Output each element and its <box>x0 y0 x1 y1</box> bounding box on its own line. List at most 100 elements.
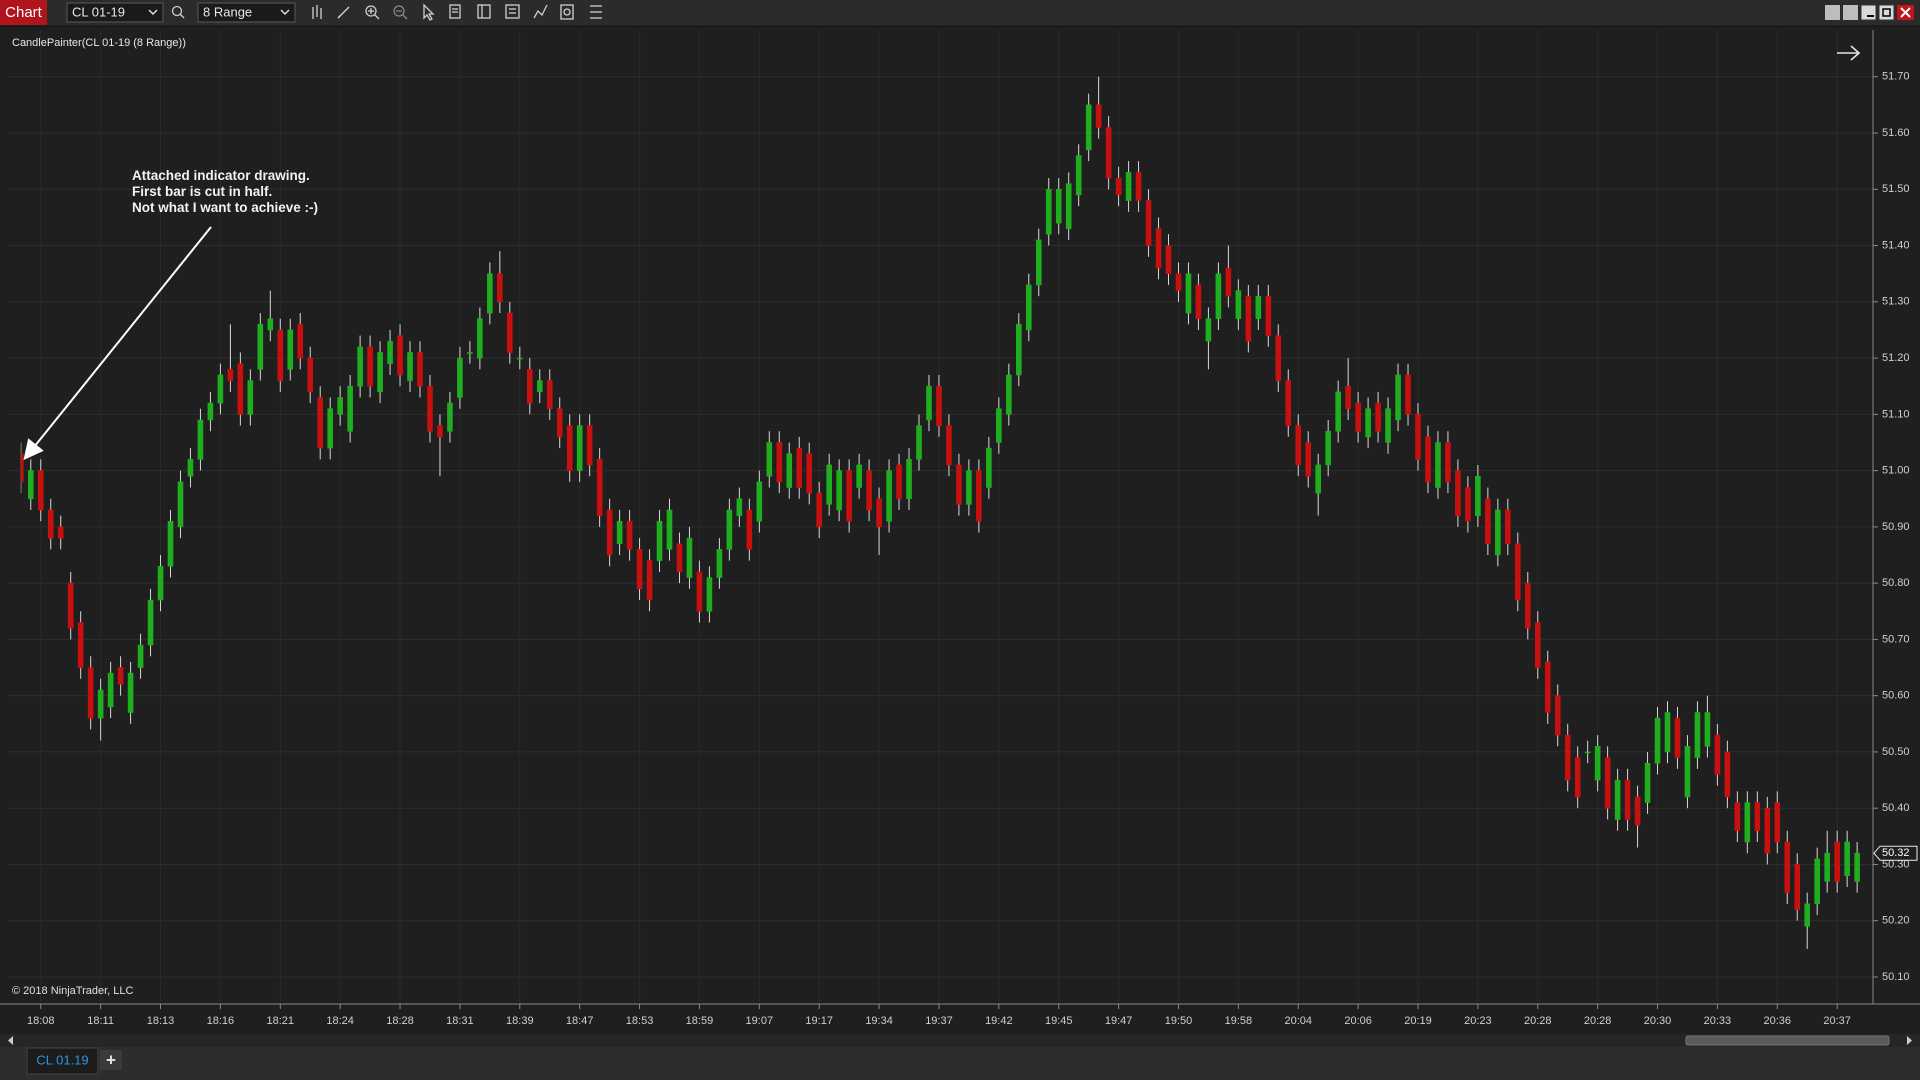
candle-body <box>816 492 823 528</box>
instrument-select[interactable] <box>66 2 164 23</box>
candle-body <box>1375 402 1381 432</box>
candle-body <box>457 357 463 398</box>
scroll-to-end-icon[interactable] <box>1837 45 1861 61</box>
instrument-label[interactable]: CL 01-19 <box>72 4 125 19</box>
templates-icon[interactable] <box>560 4 574 20</box>
candle-body <box>846 470 852 522</box>
candle-body <box>397 335 403 376</box>
candle-body <box>1425 436 1431 483</box>
candle-body <box>956 464 962 505</box>
tab[interactable] <box>26 1047 99 1075</box>
candles <box>20 76 1860 949</box>
y-tick-label: 51.10 <box>1882 408 1910 420</box>
candle-body <box>546 380 553 410</box>
candle-body <box>1594 746 1601 781</box>
period-chevron[interactable] <box>280 9 290 16</box>
instrument-chevron[interactable] <box>148 9 158 16</box>
candle-body <box>117 667 124 685</box>
candle-body <box>1654 717 1661 764</box>
candle-body <box>1764 807 1771 854</box>
candle-body <box>1215 273 1222 319</box>
candle-body <box>1295 425 1302 466</box>
indicators-icon[interactable] <box>533 4 548 19</box>
period-label[interactable]: 8 Range <box>203 4 252 19</box>
candle-body <box>1165 245 1172 274</box>
y-tick-label: 50.80 <box>1882 577 1910 589</box>
tab-label[interactable]: CL 01.19 <box>36 1052 88 1067</box>
candle-body <box>516 357 523 360</box>
data-box-icon[interactable] <box>449 4 461 19</box>
x-tick-label: 18:13 <box>147 1015 175 1027</box>
candle-body <box>337 397 343 415</box>
scroll-right[interactable] <box>1907 1036 1912 1045</box>
minimize-button[interactable] <box>1860 4 1877 21</box>
copyright: © 2018 NinjaTrader, LLC <box>12 985 133 997</box>
candle-body <box>526 369 533 404</box>
candle-body <box>1465 487 1471 522</box>
bar-type-icon[interactable] <box>312 5 322 19</box>
candle-body <box>1015 324 1022 376</box>
maximize-glyph[interactable] <box>1882 8 1891 17</box>
period-select[interactable] <box>197 2 296 23</box>
candle-body <box>27 470 34 500</box>
candle-body <box>77 622 84 668</box>
chart-tab-label[interactable]: Chart <box>5 4 43 21</box>
candle-body <box>357 346 363 387</box>
draw-tool-icon[interactable] <box>337 6 350 19</box>
candle-body <box>1335 391 1341 432</box>
zoom-out-icon[interactable] <box>393 5 408 20</box>
candle-body <box>1455 470 1461 516</box>
y-tick-label: 50.70 <box>1882 633 1910 645</box>
candle-body <box>1135 172 1142 201</box>
x-tick-label: 19:34 <box>865 1015 893 1027</box>
candle-body <box>726 509 733 550</box>
candle-body <box>1075 155 1082 196</box>
close-glyph[interactable] <box>1900 7 1911 18</box>
chart-tab[interactable] <box>0 0 47 25</box>
pointer-icon[interactable] <box>423 3 435 21</box>
scroll-left[interactable] <box>8 1036 13 1045</box>
candle-body <box>487 273 493 314</box>
candle-body <box>1305 442 1312 477</box>
candle-body <box>696 571 703 612</box>
x-tick-label: 19:47 <box>1105 1015 1133 1027</box>
maximize-button[interactable] <box>1878 4 1895 21</box>
search-icon[interactable] <box>171 5 185 19</box>
properties-icon[interactable] <box>477 4 491 19</box>
candle-body <box>1125 172 1132 201</box>
candle-body <box>1564 734 1571 781</box>
candle-body <box>986 447 992 488</box>
candle-body <box>826 464 832 505</box>
candle-body <box>1235 290 1242 319</box>
candle-body <box>147 599 154 646</box>
candle-body <box>167 520 174 567</box>
x-tick-label: 20:36 <box>1764 1015 1792 1027</box>
candle-body <box>87 667 94 719</box>
window-button[interactable] <box>1825 5 1840 20</box>
strategies-icon[interactable] <box>505 4 520 19</box>
window-button[interactable] <box>1843 5 1858 20</box>
candle-body <box>1804 903 1811 927</box>
x-tick-label: 18:47 <box>566 1015 594 1027</box>
candle-body <box>796 447 803 488</box>
annotation-arrow <box>23 226 212 461</box>
y-tick-label: 50.60 <box>1882 690 1910 702</box>
candle-body <box>1834 841 1840 882</box>
candle-body <box>377 352 383 393</box>
candle-body <box>1844 841 1850 877</box>
candle-body <box>1644 762 1651 803</box>
candle-body <box>1714 734 1721 775</box>
candle-body <box>586 425 593 466</box>
y-tick-label: 50.50 <box>1882 746 1910 758</box>
list-icon[interactable] <box>590 5 602 19</box>
add-tab-label[interactable]: + <box>106 1050 116 1069</box>
y-tick-label: 50.90 <box>1882 521 1910 533</box>
zoom-in-icon[interactable] <box>365 5 380 20</box>
candle-body <box>1065 183 1072 229</box>
y-tick-label: 51.70 <box>1882 71 1910 83</box>
candle-body <box>1435 442 1441 488</box>
scroll-thumb[interactable] <box>1685 1035 1890 1046</box>
add-tab[interactable] <box>100 1050 122 1070</box>
candle-body <box>866 470 872 511</box>
